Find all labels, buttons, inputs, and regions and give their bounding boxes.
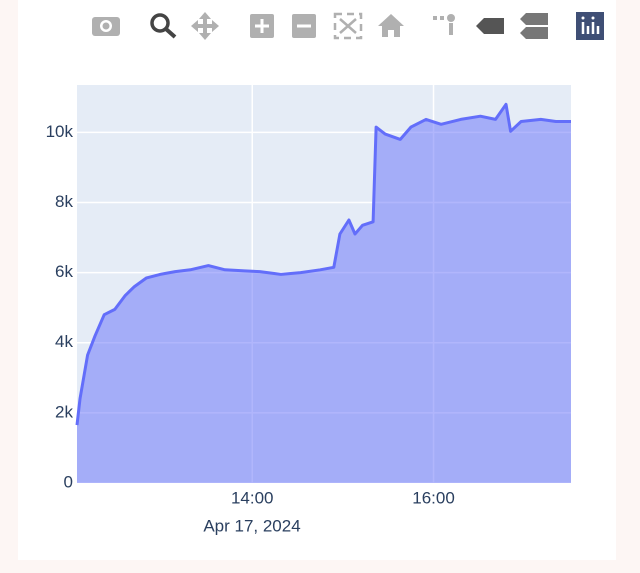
- camera-icon[interactable]: [92, 17, 120, 36]
- plotly-logo[interactable]: [576, 12, 604, 40]
- reset-icon[interactable]: [378, 14, 404, 37]
- y-tick-label: 2k: [55, 402, 73, 421]
- x-tick-label: 14:00: [231, 488, 274, 507]
- hover-closest-icon[interactable]: [476, 18, 504, 34]
- autoscale-icon[interactable]: [333, 12, 363, 40]
- pan-icon[interactable]: [191, 12, 219, 40]
- y-tick-label: 6k: [55, 262, 73, 281]
- y-tick-label: 10k: [46, 122, 74, 141]
- x-axis-date-label: Apr 17, 2024: [203, 516, 300, 535]
- y-tick-label: 8k: [55, 192, 73, 211]
- area-line: [75, 102, 571, 426]
- spike-icon[interactable]: [433, 14, 455, 35]
- zoom-icon[interactable]: [150, 13, 177, 39]
- area-fill: [77, 104, 571, 484]
- y-tick-label: 0: [64, 472, 73, 491]
- modebar: [92, 12, 604, 40]
- hover-compare-icon[interactable]: [520, 13, 548, 39]
- y-tick-label: 4k: [55, 332, 73, 351]
- zoom-out-icon[interactable]: [292, 14, 316, 38]
- x-tick-label: 16:00: [412, 488, 455, 507]
- zoom-in-icon[interactable]: [250, 14, 274, 38]
